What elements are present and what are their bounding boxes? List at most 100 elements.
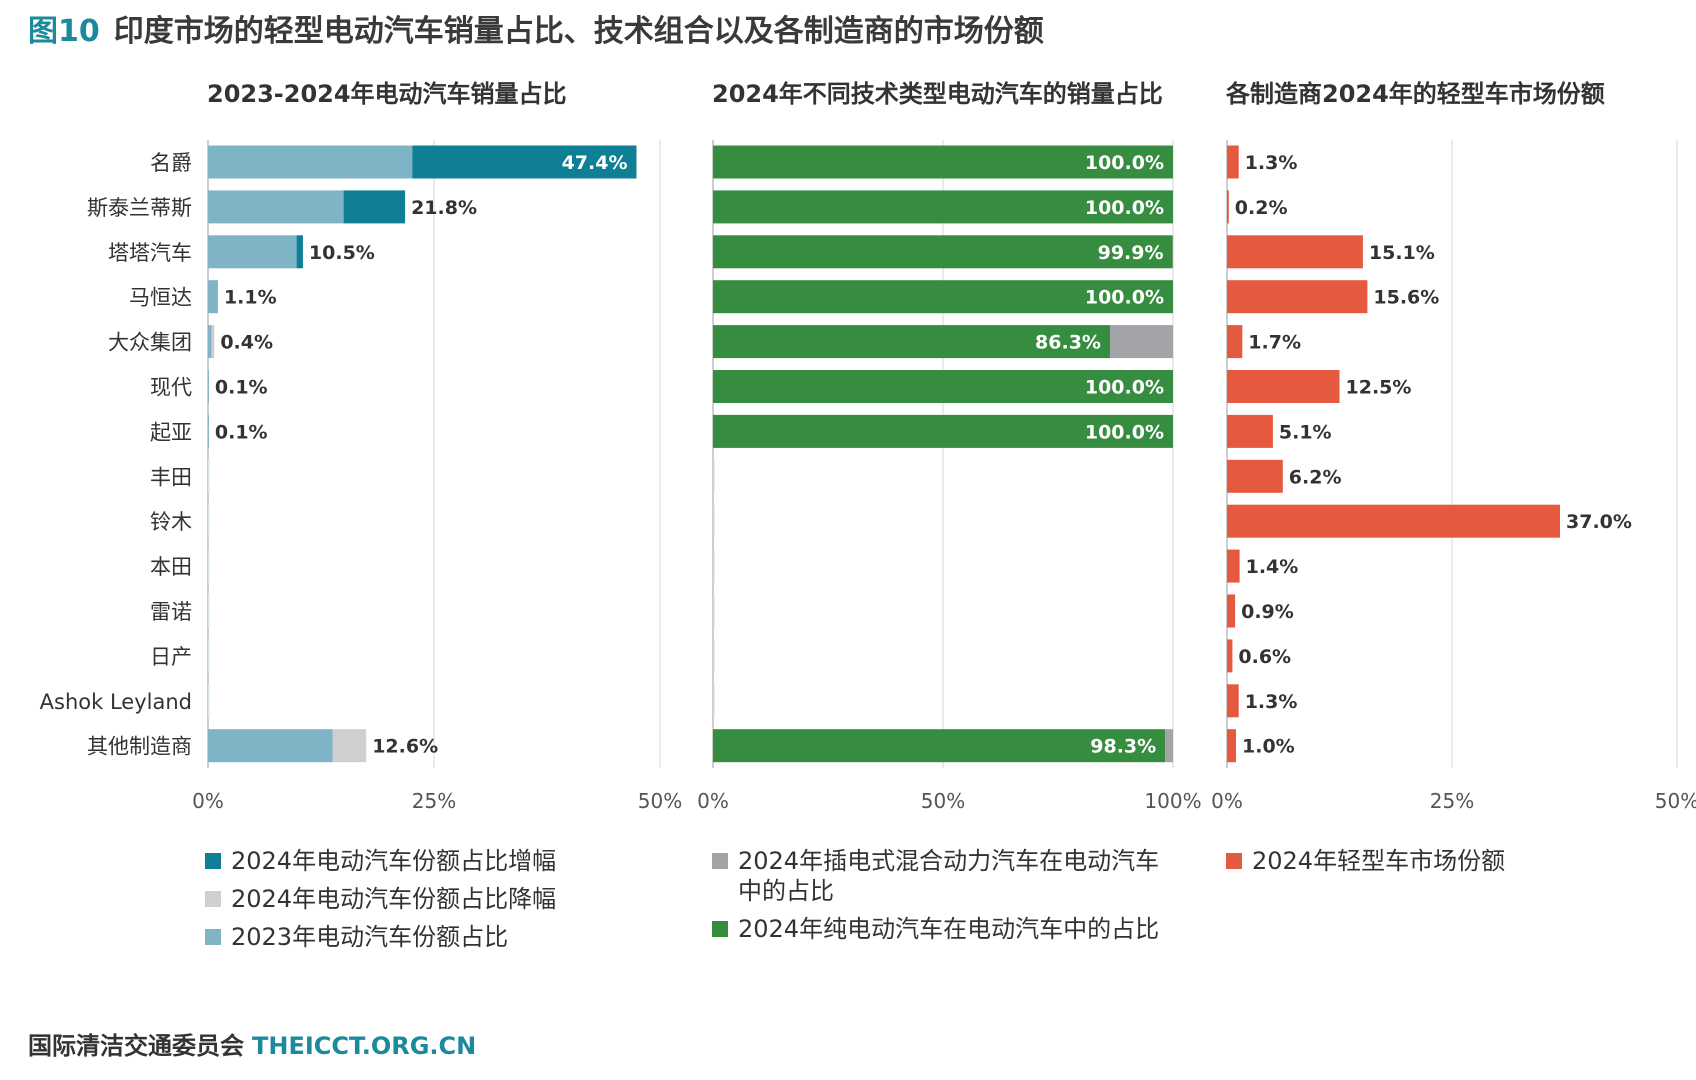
bar-market-share-market (1227, 594, 1236, 628)
bar-market-share-market (1227, 145, 1239, 179)
data-label-market-share: 1.0% (1242, 736, 1295, 758)
category-label: Ashok Leyland (40, 690, 192, 714)
bar-tech-mix-bev (713, 280, 1173, 314)
legend-label-decrease: 2024年电动汽车份额占比降幅 (231, 885, 557, 913)
bar-ev-share-base2023 (208, 280, 218, 314)
bar-ev-share-empty (208, 504, 210, 538)
legend-swatch-decrease (205, 891, 221, 907)
bar-market-share-market (1227, 370, 1340, 403)
data-label-ev-share: 0.1% (215, 421, 268, 443)
data-label-tech-mix: 100.0% (1085, 377, 1164, 399)
data-label-market-share: 12.5% (1346, 377, 1412, 399)
x-tick-market-share-2: 50% (1655, 789, 1696, 813)
category-label: 名爵 (150, 151, 192, 175)
bar-ev-share-empty (208, 549, 210, 583)
data-label-market-share: 1.4% (1246, 556, 1299, 578)
bar-market-share-market (1227, 504, 1560, 538)
legend-item-increase: 2024年电动汽车份额占比增幅 (205, 846, 665, 876)
category-label: 斯泰兰蒂斯 (87, 196, 192, 220)
x-tick-ev-share-2: 50% (638, 789, 682, 813)
bar-ev-share-base2023 (208, 729, 333, 763)
legend-item-base2023: 2023年电动汽车份额占比 (205, 922, 665, 952)
data-label-tech-mix: 100.0% (1085, 287, 1164, 309)
bar-market-share-market (1227, 325, 1243, 359)
category-label: 其他制造商 (87, 735, 192, 759)
bar-market-share-market (1227, 235, 1363, 269)
bar-tech-mix-empty (713, 639, 715, 673)
bar-ev-share-base2023 (208, 370, 209, 403)
category-label: 现代 (150, 376, 192, 400)
data-label-market-share: 0.9% (1241, 601, 1294, 623)
data-label-tech-mix: 99.9% (1098, 242, 1164, 264)
data-label-tech-mix: 100.0% (1085, 152, 1164, 174)
figure-title: 图10 印度市场的轻型电动汽车销量占比、技术组合以及各制造商的市场份额 (28, 6, 1044, 50)
figure-title-text: 印度市场的轻型电动汽车销量占比、技术组合以及各制造商的市场份额 (113, 14, 1044, 49)
legend-label-base2023: 2023年电动汽车份额占比 (231, 923, 509, 951)
bar-tech-mix-bev (713, 325, 1110, 359)
bar-ev-share-base2023 (208, 325, 212, 359)
legend-swatch-phev (712, 853, 728, 869)
data-label-ev-share: 10.5% (309, 242, 375, 264)
bar-ev-share-empty (208, 684, 210, 718)
bar-market-share-market (1227, 280, 1368, 314)
bar-market-share-market (1227, 639, 1233, 673)
data-label-market-share: 1.3% (1245, 691, 1298, 713)
panel-title-market-share: 各制造商2024年的轻型车市场份额 (1226, 80, 1605, 108)
data-label-tech-mix: 86.3% (1035, 332, 1101, 354)
data-label-ev-share: 0.1% (215, 377, 268, 399)
data-label-ev-share: 21.8% (411, 197, 477, 219)
legend-swatch-market (1226, 853, 1242, 869)
x-tick-ev-share-1: 25% (412, 789, 456, 813)
panel-title-tech-mix: 2024年不同技术类型电动汽车的销量占比 (712, 80, 1163, 108)
category-label: 铃木 (150, 510, 192, 534)
bar-ev-share-decrease (332, 729, 367, 763)
bar-tech-mix-bev (713, 190, 1173, 224)
category-label: 马恒达 (129, 286, 192, 310)
bar-market-share-market (1227, 549, 1240, 583)
bar-ev-share-base2023 (208, 190, 344, 224)
category-label: 日产 (150, 645, 192, 669)
bar-market-share-market (1227, 684, 1239, 718)
bar-tech-mix-phev (1109, 325, 1173, 359)
data-label-market-share: 6.2% (1289, 466, 1342, 488)
x-tick-tech-mix-0: 0% (697, 789, 729, 813)
bar-market-share-market (1227, 729, 1236, 763)
legend-col1: 2024年电动汽车份额占比增幅 2024年电动汽车份额占比降幅 2023年电动汽… (205, 846, 665, 960)
bar-tech-mix-empty (713, 549, 715, 583)
bar-market-share-market (1227, 190, 1229, 224)
footer-url[interactable]: THEICCT.ORG.CN (252, 1032, 477, 1060)
data-label-ev-share: 12.6% (372, 736, 438, 758)
bar-market-share-market (1227, 459, 1283, 493)
category-label: 塔塔汽车 (108, 241, 192, 265)
bar-tech-mix-bev (713, 414, 1173, 448)
bar-tech-mix-bev (713, 370, 1173, 403)
bar-market-share-market (1227, 414, 1273, 448)
bar-tech-mix-bev (713, 145, 1173, 179)
category-label: 起亚 (150, 420, 192, 444)
bar-ev-share-increase (412, 145, 637, 179)
chart-canvas: 0% 25% 50% 名爵 47.4% 斯泰兰蒂斯 21.8% 塔塔汽车 10.5% 马恒达 1.1… (40, 140, 1696, 813)
bar-ev-share-empty (208, 594, 210, 628)
panel-title-ev-share: 2023-2024年电动汽车销量占比 (207, 80, 567, 108)
data-label-ev-share: 47.4% (562, 152, 628, 174)
data-label-market-share: 37.0% (1566, 511, 1632, 533)
data-label-market-share: 1.3% (1245, 152, 1298, 174)
data-label-ev-share: 0.4% (220, 332, 273, 354)
data-label-market-share: 0.2% (1235, 197, 1288, 219)
legend-item-market: 2024年轻型车市场份额 (1226, 846, 1646, 876)
bar-ev-share-increase (296, 235, 303, 269)
footer-org: 国际清洁交通委员会 (28, 1032, 244, 1060)
bar-tech-mix-bev (713, 235, 1173, 269)
bar-ev-share-base2023 (208, 145, 413, 179)
category-label: 大众集团 (108, 331, 192, 355)
legend-swatch-increase (205, 853, 221, 869)
figure-number: 图10 (28, 14, 100, 49)
bar-ev-share-empty (208, 459, 210, 493)
legend-label-market: 2024年轻型车市场份额 (1252, 847, 1506, 875)
data-label-ev-share: 1.1% (224, 287, 277, 309)
bar-tech-mix-empty (713, 684, 715, 718)
legend-item-bev: 2024年纯电动汽车在电动汽车中的占比 (712, 914, 1182, 944)
bar-tech-mix-phev (1165, 729, 1173, 763)
legend-item-phev: 2024年插电式混合动力汽车在电动汽车中的占比 (712, 846, 1182, 906)
bar-ev-share-base2023 (208, 414, 209, 448)
